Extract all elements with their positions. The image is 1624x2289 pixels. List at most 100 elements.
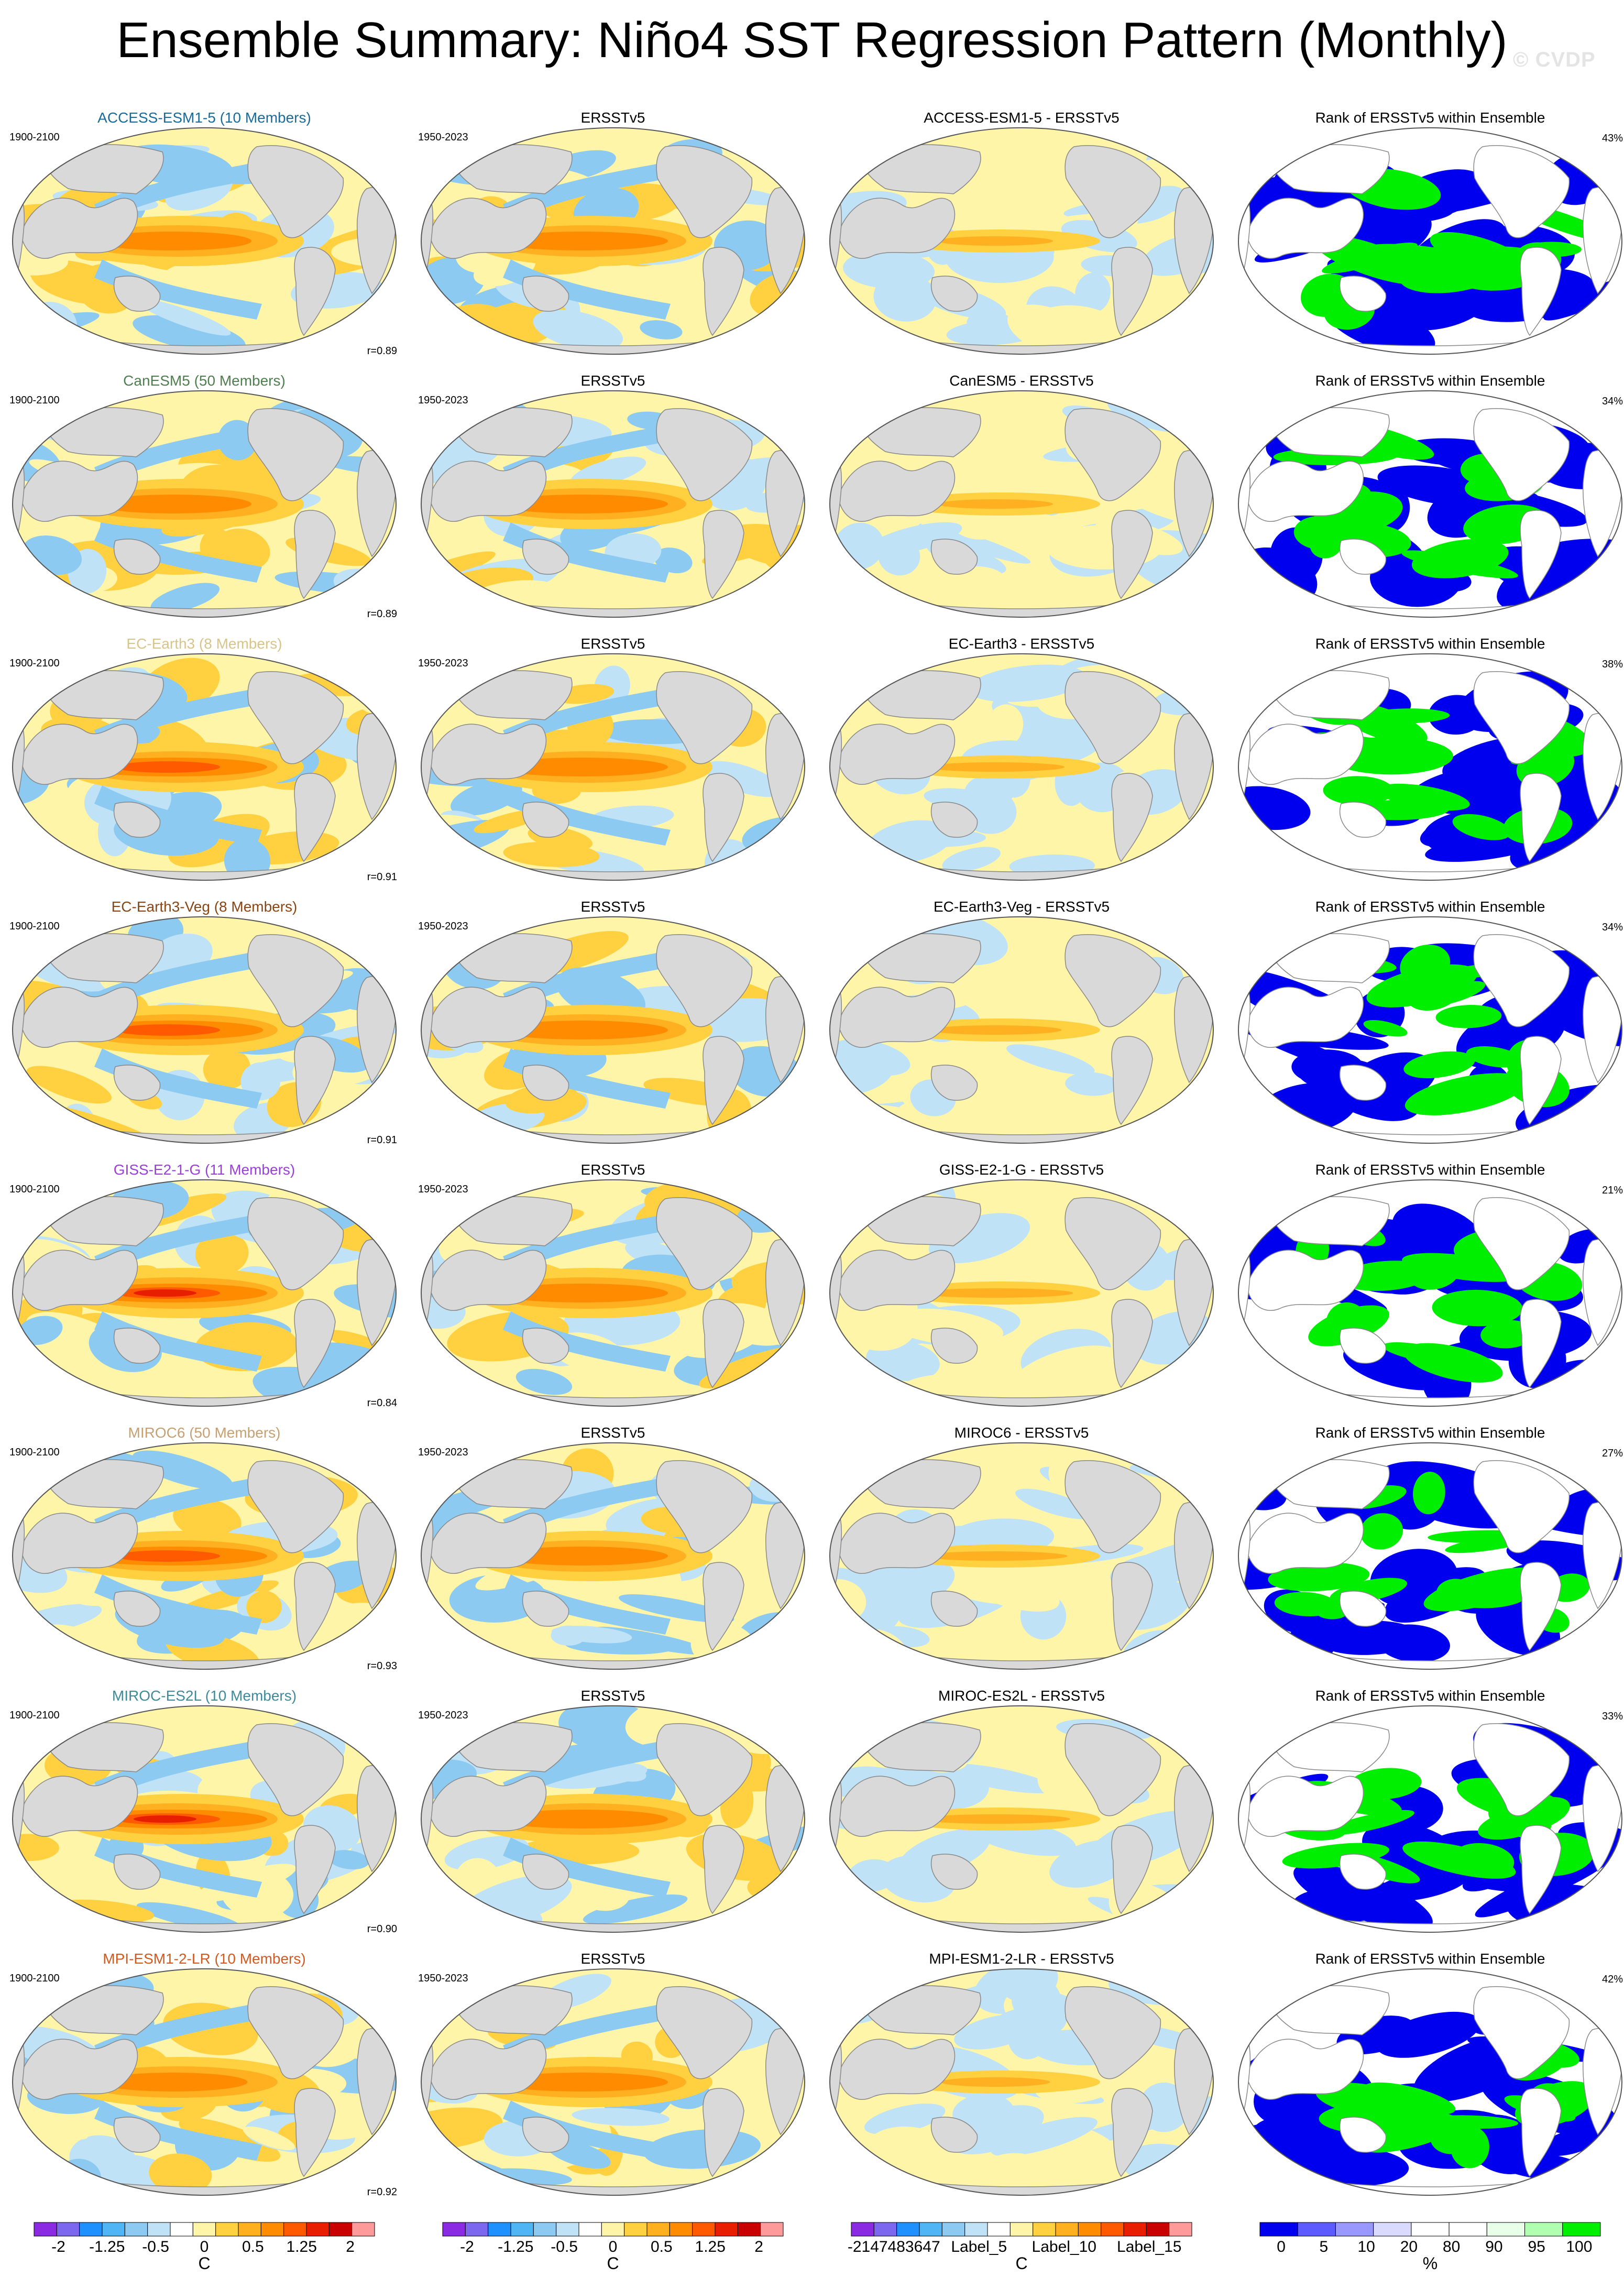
- regression-blob: [751, 1447, 793, 1471]
- land-mass: [1111, 247, 1153, 336]
- land-mass: [1339, 802, 1387, 838]
- cool-band-south: [94, 259, 262, 320]
- panel-years: 1900-2100: [9, 395, 60, 406]
- map-outline: [420, 653, 806, 881]
- warm-tongue-core: [98, 2073, 248, 2091]
- panel-title: EC-Earth3-Veg (8 Members): [111, 899, 298, 915]
- land-mass: [1065, 408, 1161, 501]
- rank-high-blob: [1403, 1051, 1475, 1079]
- regression-blob: [1148, 277, 1182, 305]
- land-mass: [1065, 934, 1161, 1027]
- regression-blob: [1000, 1984, 1085, 2016]
- map-plot: [420, 916, 806, 1144]
- panel-years: 1900-2100: [9, 132, 60, 143]
- land-mass: [656, 1460, 753, 1553]
- land-mass: [1246, 2039, 1364, 2100]
- colorbar-bar: [851, 2222, 1192, 2237]
- land-mass: [247, 671, 344, 764]
- colorbar-swatch: [56, 2222, 80, 2237]
- panel-obs: ERSSTv5 1950-2023: [409, 105, 817, 367]
- panel-obs: ERSSTv5 1950-2023: [409, 894, 817, 1156]
- land-mass: [522, 1328, 569, 1364]
- land-mass: [113, 1328, 161, 1364]
- panel-years: 1950-2023: [418, 395, 468, 406]
- regression-blob: [991, 2117, 1098, 2156]
- land-mass: [930, 1591, 978, 1627]
- land-mass: [1246, 1513, 1364, 1574]
- colorbar-swatch: [1033, 2222, 1056, 2237]
- cool-band-south: [503, 1048, 671, 1109]
- colorbar-label: 5: [1319, 2238, 1329, 2255]
- colorbar-swatch: [147, 2222, 171, 2237]
- panel-diff: GISS-E2-1-G - ERSSTv5: [817, 1157, 1226, 1419]
- colorbar-swatch: [601, 2222, 625, 2237]
- panel-title: MPI-ESM1-2-LR (10 Members): [103, 1951, 306, 1967]
- map-outline: [829, 1179, 1214, 1407]
- map-outline: [1237, 390, 1623, 618]
- panel-title: ERSSTv5: [580, 109, 645, 126]
- land-mass: [1246, 987, 1364, 1048]
- map-outline: [12, 390, 397, 618]
- land-mass: [247, 1460, 344, 1553]
- land-mass: [930, 2117, 978, 2153]
- colorbar-swatch: [1055, 2222, 1079, 2237]
- panel-title: ACCESS-ESM1-5 - ERSSTv5: [924, 109, 1120, 126]
- land-mass: [294, 1036, 336, 1125]
- map-plot: [420, 127, 806, 355]
- land-mass: [1520, 247, 1562, 336]
- land-mass: [1111, 1299, 1153, 1388]
- colorbar-swatch: [352, 2222, 375, 2237]
- land-mass: [656, 671, 753, 764]
- regression-blob: [26, 1066, 112, 1104]
- colorbar-label: 1.25: [695, 2238, 726, 2255]
- regression-blob: [830, 1039, 910, 1076]
- cool-band-south: [503, 259, 671, 320]
- colorbar-label: 0.5: [650, 2238, 673, 2255]
- land-mass: [294, 1825, 336, 1914]
- map-outline: [12, 653, 397, 881]
- colorbar-label: 20: [1400, 2238, 1418, 2255]
- colorbar-obs: -2 -1.25 -0.5 0 0.5 1.25 2 C: [437, 2221, 788, 2284]
- map-plot: [420, 1705, 806, 1933]
- map-outline: [420, 1179, 806, 1407]
- pattern-correlation: r=0.89: [367, 345, 397, 357]
- colorbar-diff: -2147483647 Label_5 Label_10 Label_15 C: [846, 2221, 1197, 2284]
- colorbar-label: -2: [460, 2238, 474, 2255]
- land-mass: [838, 198, 956, 259]
- colorbar-label: 80: [1442, 2238, 1461, 2255]
- colorbar-swatch: [1169, 2222, 1192, 2237]
- panel-model: ACCESS-ESM1-5 (10 Members) 1900-2100 r=0.8…: [0, 105, 409, 367]
- land-mass: [429, 987, 547, 1048]
- regression-blob: [1007, 2007, 1051, 2060]
- land-mass: [20, 1776, 138, 1837]
- panel-title: Rank of ERSSTv5 within Ensemble: [1315, 1688, 1545, 1704]
- land-mass: [522, 2117, 569, 2153]
- map-plot: [12, 916, 397, 1144]
- panel-title: ERSSTv5: [580, 1425, 645, 1441]
- panel-title: ACCESS-ESM1-5 (10 Members): [97, 109, 311, 126]
- panel-model: GISS-E2-1-G (11 Members) 1900-2100 r=0.84: [0, 1157, 409, 1419]
- cool-band-south: [503, 785, 671, 846]
- regression-blob: [346, 402, 386, 423]
- map-plot: [420, 1179, 806, 1407]
- regression-blob: [133, 1450, 233, 1490]
- warm-tongue-max: [134, 1289, 196, 1297]
- map-plot: [829, 916, 1214, 1144]
- colorbar-swatch: [1078, 2222, 1102, 2237]
- regression-blob: [243, 2126, 295, 2151]
- panel-title: Rank of ERSSTv5 within Ensemble: [1315, 1162, 1545, 1178]
- land-mass: [1520, 1036, 1562, 1125]
- colorbar-swatch: [102, 2222, 125, 2237]
- regression-blob: [840, 1299, 916, 1351]
- map-plot: [420, 390, 806, 618]
- map-plot: [1237, 390, 1623, 618]
- land-mass: [1473, 1723, 1570, 1816]
- land-mass: [838, 2039, 956, 2100]
- panel-diff: MPI-ESM1-2-LR - ERSSTv5: [817, 1946, 1226, 2208]
- rank-high-blob: [1363, 1020, 1408, 1037]
- rank-high-blob: [1402, 1253, 1524, 1282]
- regression-blob: [203, 1048, 251, 1090]
- panel-title: MPI-ESM1-2-LR - ERSSTv5: [929, 1951, 1114, 1967]
- land-mass: [1246, 1776, 1364, 1837]
- land-mass: [656, 934, 753, 1027]
